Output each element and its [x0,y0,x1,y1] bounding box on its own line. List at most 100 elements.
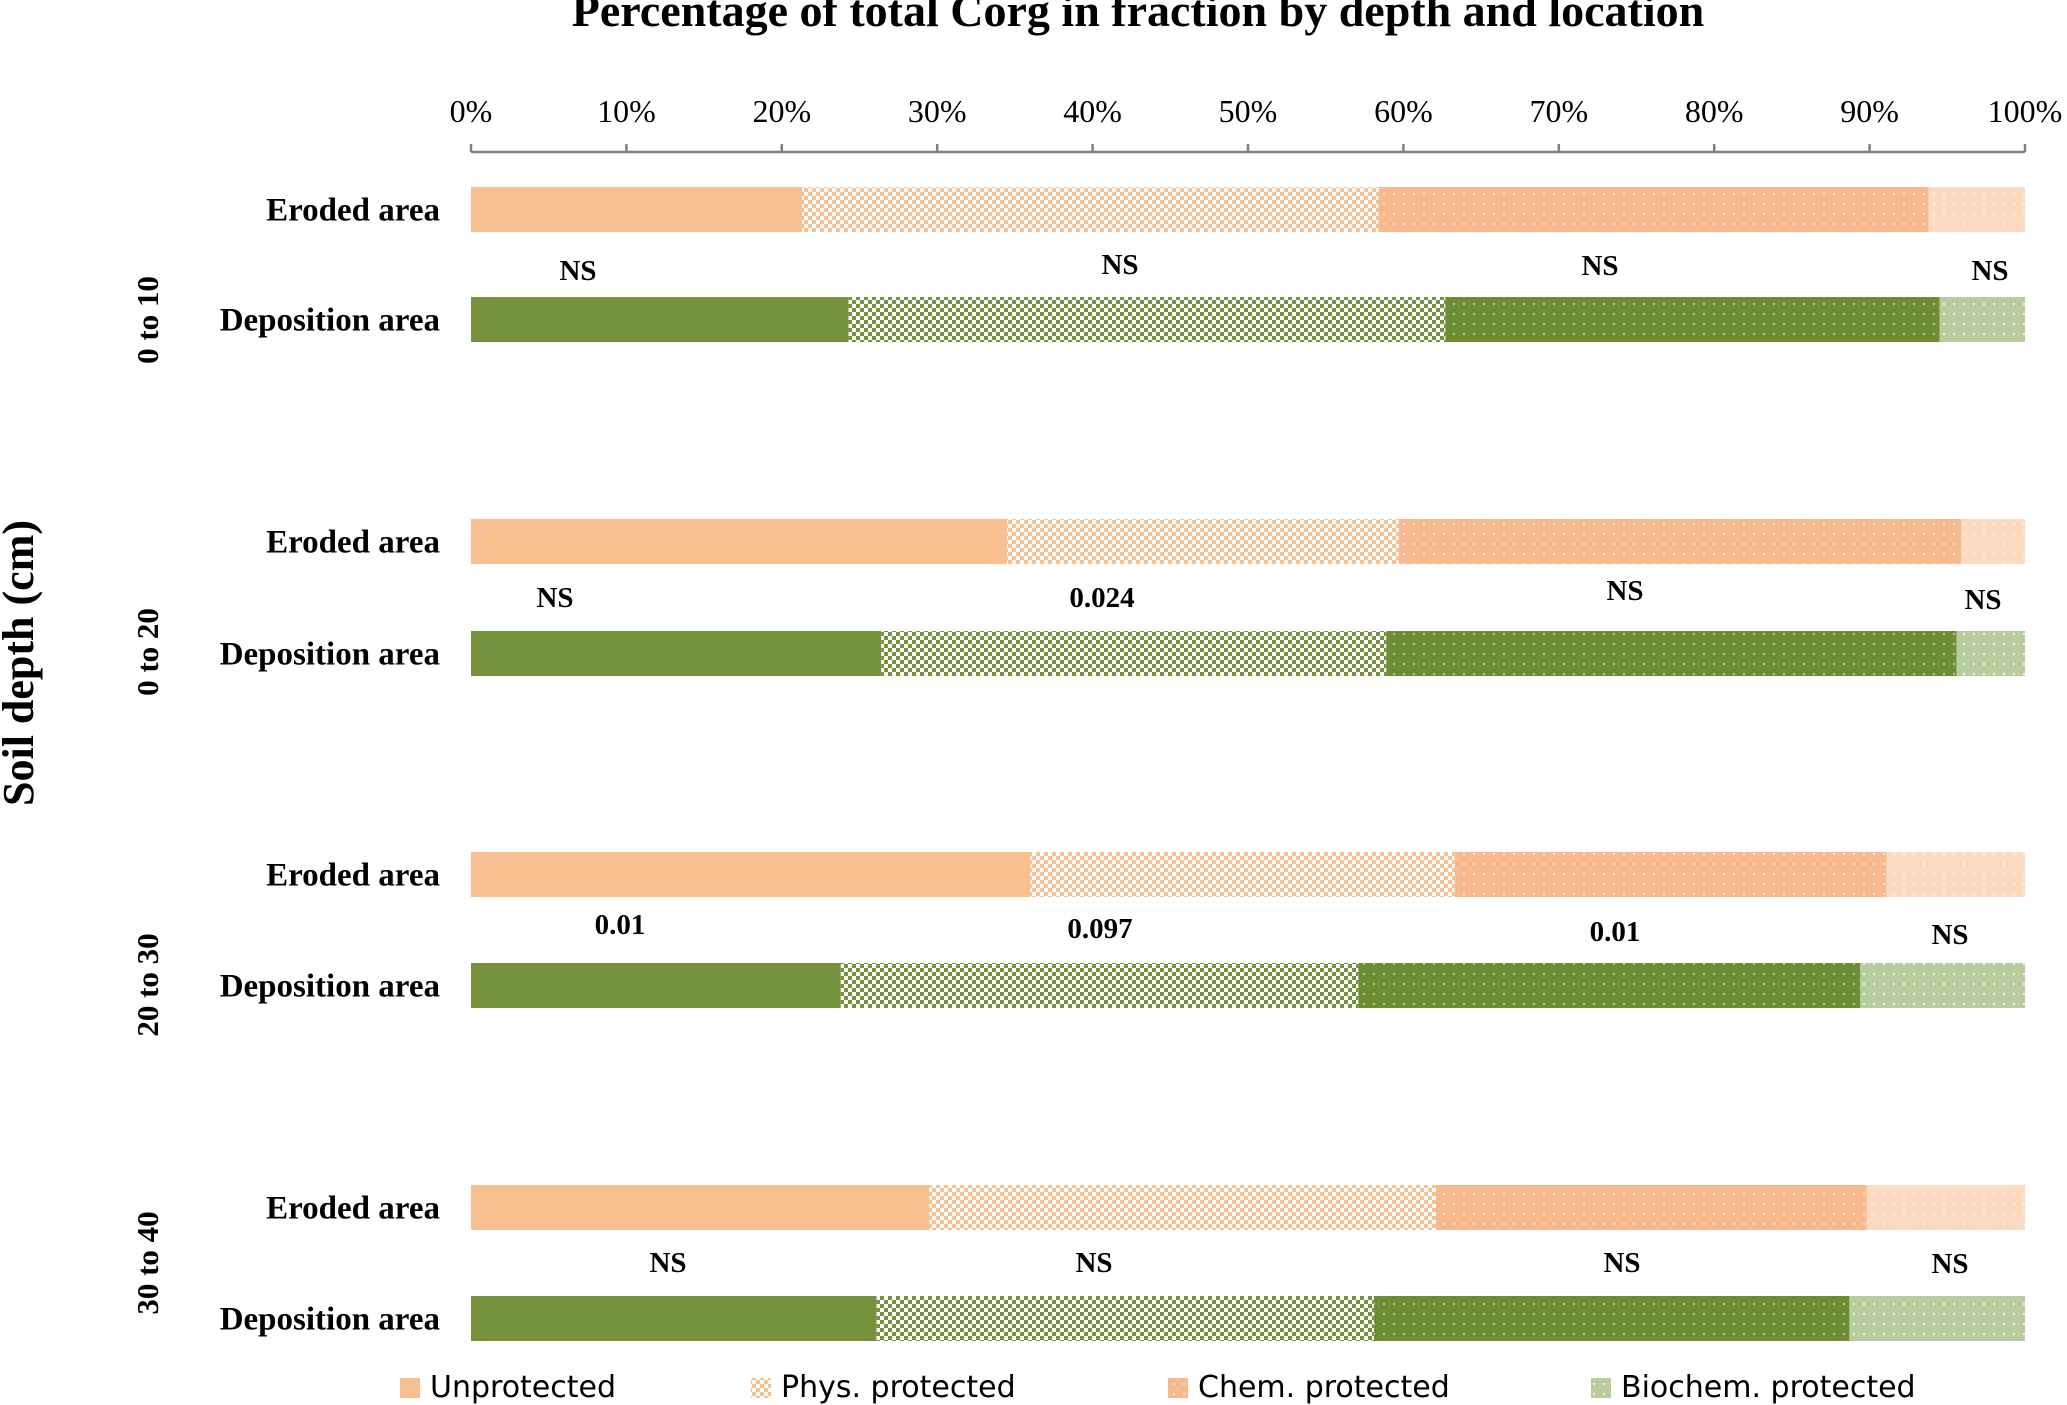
significance-label: NS [1581,250,1618,282]
deposition-area-bar: Deposition area NS NS NS NS [220,1247,2025,1341]
significance-label: 0.024 [1069,582,1134,614]
bar-segment-biochem-protected [1956,631,2025,676]
x-tick-label: 60% [1374,93,1433,129]
depth-group-label: 0 to 10 [130,276,165,364]
bar-segment-unprotected [471,631,882,676]
significance-label: NS [559,255,596,287]
x-tick-label: 90% [1840,93,1899,129]
x-tick-label: 30% [908,93,967,129]
deposition-area-bar: Deposition area NS 0.024 NS NS [220,575,2025,676]
eroded-area-bar: Eroded area [266,187,2025,232]
x-tick-label: 40% [1063,93,1122,129]
row-label: Deposition area [220,637,440,673]
x-tick-label: 20% [752,93,811,129]
row-label: Eroded area [266,525,440,561]
significance-label: NS [1075,1247,1112,1279]
row-label: Eroded area [266,858,440,894]
bar-segment-biochem-protected [1860,963,2025,1008]
bar-segment-biochem-protected [1849,1296,2025,1341]
x-tick-label: 70% [1529,93,1588,129]
bar-segment-phys-protected [881,631,1387,676]
x-tick-label: 100% [1988,93,2063,129]
legend-swatch [1168,1378,1188,1398]
bar-segment-chem-protected [1373,1296,1850,1341]
row-label: Eroded area [266,1191,440,1227]
legend-label: Unprotected [430,1370,616,1405]
bar-segment-biochem-protected [1928,187,2025,232]
depth-group: 30 to 40 Eroded area Deposition area NS NS NS… [130,1185,2025,1341]
bar-groups: 0 to 10 Eroded area Deposition area NS NS NS N… [130,187,2025,1341]
depth-group-label: 0 to 20 [130,608,165,696]
legend-swatch [751,1378,771,1398]
eroded-area-bar: Eroded area [266,519,2025,564]
significance-label: NS [1971,255,2008,287]
row-label: Eroded area [266,193,440,229]
bar-segment-phys-protected [802,187,1379,232]
bar-segment-chem-protected [1378,187,1929,232]
legend-label: Chem. protected [1198,1370,1450,1405]
legend-label: Biochem. protected [1621,1370,1916,1405]
row-label: Deposition area [220,303,440,339]
legend-swatch [1591,1378,1611,1398]
row-label: Deposition area [220,1302,440,1338]
bar-segment-phys-protected [876,1296,1374,1341]
depth-group-label: 20 to 30 [130,933,165,1036]
significance-label: 0.01 [595,909,646,941]
bar-segment-phys-protected [1030,852,1455,897]
bar-segment-chem-protected [1454,852,1887,897]
bar-segment-phys-protected [848,297,1446,342]
significance-label: NS [1606,575,1643,607]
significance-label: 0.097 [1067,913,1132,945]
x-tick-label: 80% [1685,93,1744,129]
legend: Unprotected Phys. protected Chem. protecte… [400,1370,1916,1405]
bar-segment-unprotected [471,963,841,1008]
x-tick-label: 10% [597,93,656,129]
legend-item: Phys. protected [751,1370,1016,1405]
deposition-area-bar: Deposition area NS NS NS NS [220,249,2025,342]
depth-group: 0 to 20 Eroded area Deposition area NS 0.024… [130,519,2025,696]
depth-group: 20 to 30 Eroded area Deposition area 0.01 0.… [130,852,2025,1037]
bar-segment-unprotected [471,1185,930,1230]
bar-segment-phys-protected [929,1185,1437,1230]
legend-item: Chem. protected [1168,1370,1450,1405]
bar-segment-biochem-protected [1961,519,2025,564]
bar-segment-chem-protected [1358,963,1861,1008]
bar-segment-biochem-protected [1866,1185,2025,1230]
bar-segment-unprotected [471,519,1008,564]
legend-item: Unprotected [400,1370,616,1405]
significance-label: NS [536,582,573,614]
legend-swatch [400,1378,420,1398]
bar-segment-biochem-protected [1939,297,2025,342]
significance-label: NS [1964,584,2001,616]
significance-label: NS [1931,919,1968,951]
bar-segment-unprotected [471,852,1031,897]
eroded-area-bar: Eroded area [266,852,2025,897]
bar-segment-chem-protected [1445,297,1940,342]
x-tick-label: 0% [450,93,493,129]
x-axis: 0% 10% 20% 30% 40% 50% 60% 70% 80% 90% 100% [450,93,2063,154]
row-label: Deposition area [220,969,440,1005]
bar-segment-chem-protected [1436,1185,1867,1230]
bar-segment-unprotected [471,1296,877,1341]
bar-segment-phys-protected [1007,519,1399,564]
bar-segment-unprotected [471,187,803,232]
eroded-area-bar: Eroded area [266,1185,2025,1230]
depth-group: 0 to 10 Eroded area Deposition area NS NS NS N… [130,187,2025,364]
depth-group-label: 30 to 40 [130,1211,165,1314]
significance-label: NS [1101,249,1138,281]
significance-label: NS [1931,1248,1968,1280]
bar-segment-biochem-protected [1886,852,2025,897]
legend-item: Biochem. protected [1591,1370,1916,1405]
legend-label: Phys. protected [781,1370,1016,1405]
x-tick-label: 50% [1219,93,1278,129]
significance-label: NS [649,1247,686,1279]
significance-label: 0.01 [1590,916,1641,948]
deposition-area-bar: Deposition area 0.01 0.097 0.01 NS [220,909,2025,1008]
bar-segment-unprotected [471,297,849,342]
bar-segment-chem-protected [1386,631,1957,676]
bar-segment-chem-protected [1398,519,1962,564]
y-axis-title: Soil depth (cm) [0,520,43,806]
chart-title: Percentage of total Corg in fraction by … [572,0,1704,36]
significance-label: NS [1603,1247,1640,1279]
